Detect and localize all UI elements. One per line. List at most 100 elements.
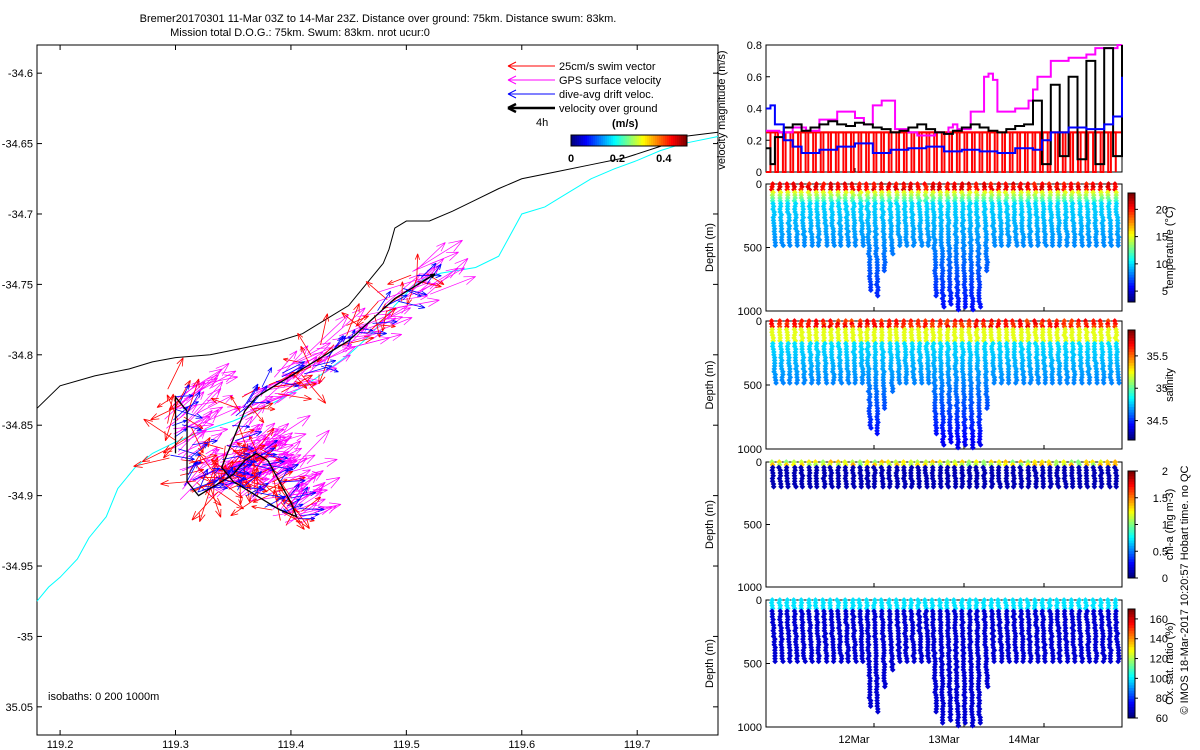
velocity-y-tick-label: 0.8	[747, 40, 762, 52]
map-y-tick-label: -34.95	[2, 561, 33, 573]
map-y-tick-label: -34.75	[2, 279, 33, 291]
swim-vector-arrow	[191, 491, 219, 521]
drift-velocity-arrow	[279, 468, 289, 483]
colorbar-segment	[599, 135, 602, 146]
depth-tick-label: 1000	[738, 444, 762, 456]
colorbar-segment	[629, 135, 632, 146]
colorbar-segment	[623, 135, 626, 146]
title-line-2: Mission total D.O.G.: 75km. Swum: 83km. …	[170, 27, 430, 39]
legend-label: dive-avg drift veloc.	[559, 89, 654, 101]
depth-tick-label: 500	[744, 243, 762, 255]
colorbar-segment	[595, 135, 598, 146]
colorbar-segment	[627, 135, 630, 146]
swim-vector-arrow	[175, 379, 191, 407]
swim-vector-arrow	[133, 457, 170, 468]
colorbar-segment	[633, 135, 636, 146]
colorbar-segment	[635, 135, 638, 146]
colorbar-label: chl-a (mg m-3)	[1164, 489, 1176, 561]
swim-vector-arrow	[253, 406, 276, 412]
colorbar-segment	[631, 135, 634, 146]
velocity-y-tick-label: 0	[756, 167, 762, 179]
drift-velocity-arrow	[175, 409, 203, 419]
drift-velocity-arrow	[175, 393, 194, 398]
colorbar-segment	[641, 135, 644, 146]
drift-velocity-arrow	[300, 512, 320, 517]
colorbar-segment	[579, 135, 582, 146]
gps-velocity-arrow	[324, 354, 351, 374]
map-y-tick-label: -35	[17, 631, 33, 643]
depth-tick-label: 1000	[738, 582, 762, 594]
colorbar-segment	[601, 135, 604, 146]
swim-vector-arrow	[230, 498, 257, 517]
drift-velocity-arrow	[192, 439, 218, 446]
colorbar-segment	[581, 135, 584, 146]
gps-velocity-arrow	[416, 242, 446, 270]
drift-velocity-arrow	[185, 391, 201, 416]
colorbar-segment	[585, 135, 588, 146]
colorbar-segment	[671, 135, 674, 146]
map-y-tick-label: -34.7	[8, 209, 33, 221]
depth-axis-label: Depth (m)	[704, 223, 716, 272]
colorbar-segment	[655, 135, 658, 146]
swim-vector-arrow	[162, 432, 195, 454]
depth-tick-label: 0	[756, 457, 762, 469]
map-x-tick-label: 119.4	[278, 739, 305, 750]
colorbar-segment	[617, 135, 620, 146]
map-y-tick-label: -34.85	[2, 420, 33, 432]
drift-velocity-arrow	[192, 467, 221, 481]
colorbar-label: temperature (°C)	[1164, 206, 1176, 288]
colorbar-segment	[661, 135, 664, 146]
gps-velocity-arrow	[359, 333, 403, 346]
drift-velocity-arrow	[182, 401, 199, 410]
swim-vector-arrow	[210, 397, 241, 410]
drift-velocity-arrow	[179, 384, 190, 403]
swim-vector-arrow	[249, 404, 265, 424]
colorbar-segment	[587, 135, 590, 146]
gps-velocity-arrow	[230, 423, 261, 447]
colorbar-segment	[643, 135, 646, 146]
swim-vector-arrow	[406, 278, 418, 306]
swim-vector-arrow	[160, 479, 196, 487]
swim-vector-arrow	[209, 485, 222, 518]
depth-axis-label: Depth (m)	[704, 639, 716, 688]
gps-velocity-arrow	[430, 276, 476, 295]
swim-vector-arrow	[278, 393, 312, 402]
colorbar-segment	[647, 135, 650, 146]
gps-velocity-arrow	[415, 267, 459, 296]
colorbar-tick-label: 2	[1162, 466, 1168, 478]
colorbar-segment	[609, 135, 612, 146]
colorbar-segment	[673, 135, 676, 146]
swim-vector-arrow	[387, 274, 412, 285]
swim-vector-arrow	[230, 395, 241, 413]
drift-velocity-arrow	[224, 479, 243, 486]
swim-vector-arrow	[377, 324, 396, 329]
gps-velocity-arrow	[389, 297, 440, 310]
colorbar-tick-label: 34.5	[1147, 416, 1168, 428]
coastline	[36, 131, 719, 409]
colorbar-tick-label: 35.5	[1147, 351, 1168, 363]
swim-vector-arrow	[187, 378, 200, 414]
colorbar-segment	[663, 135, 666, 146]
swim-vector-arrow	[252, 427, 275, 455]
colorbar-segment	[589, 135, 592, 146]
colorbar-segment	[681, 135, 684, 146]
gps-velocity-arrow	[322, 307, 366, 346]
colorbar-segment	[593, 135, 596, 146]
colorbar-segment	[665, 135, 668, 146]
colorbar-segment	[657, 135, 660, 146]
colorbar-segment	[651, 135, 654, 146]
gps-velocity-arrow	[287, 457, 338, 473]
colorbar-segment	[637, 135, 640, 146]
swim-vector-arrow	[156, 395, 176, 408]
map-y-tick-label: -34.65	[2, 139, 33, 151]
swim-vector-arrow	[320, 313, 329, 345]
isobath-note: isobaths: 0 200 1000m	[48, 691, 159, 703]
drift-velocity-arrow	[290, 491, 317, 499]
depth-tick-label: 0	[756, 595, 762, 607]
legend-label: velocity over ground	[559, 103, 657, 115]
colorbar-segment	[621, 135, 624, 146]
swim-vector-arrow	[301, 374, 327, 404]
drift-velocity-arrow	[205, 485, 229, 491]
map-x-tick-label: 119.6	[508, 739, 535, 750]
